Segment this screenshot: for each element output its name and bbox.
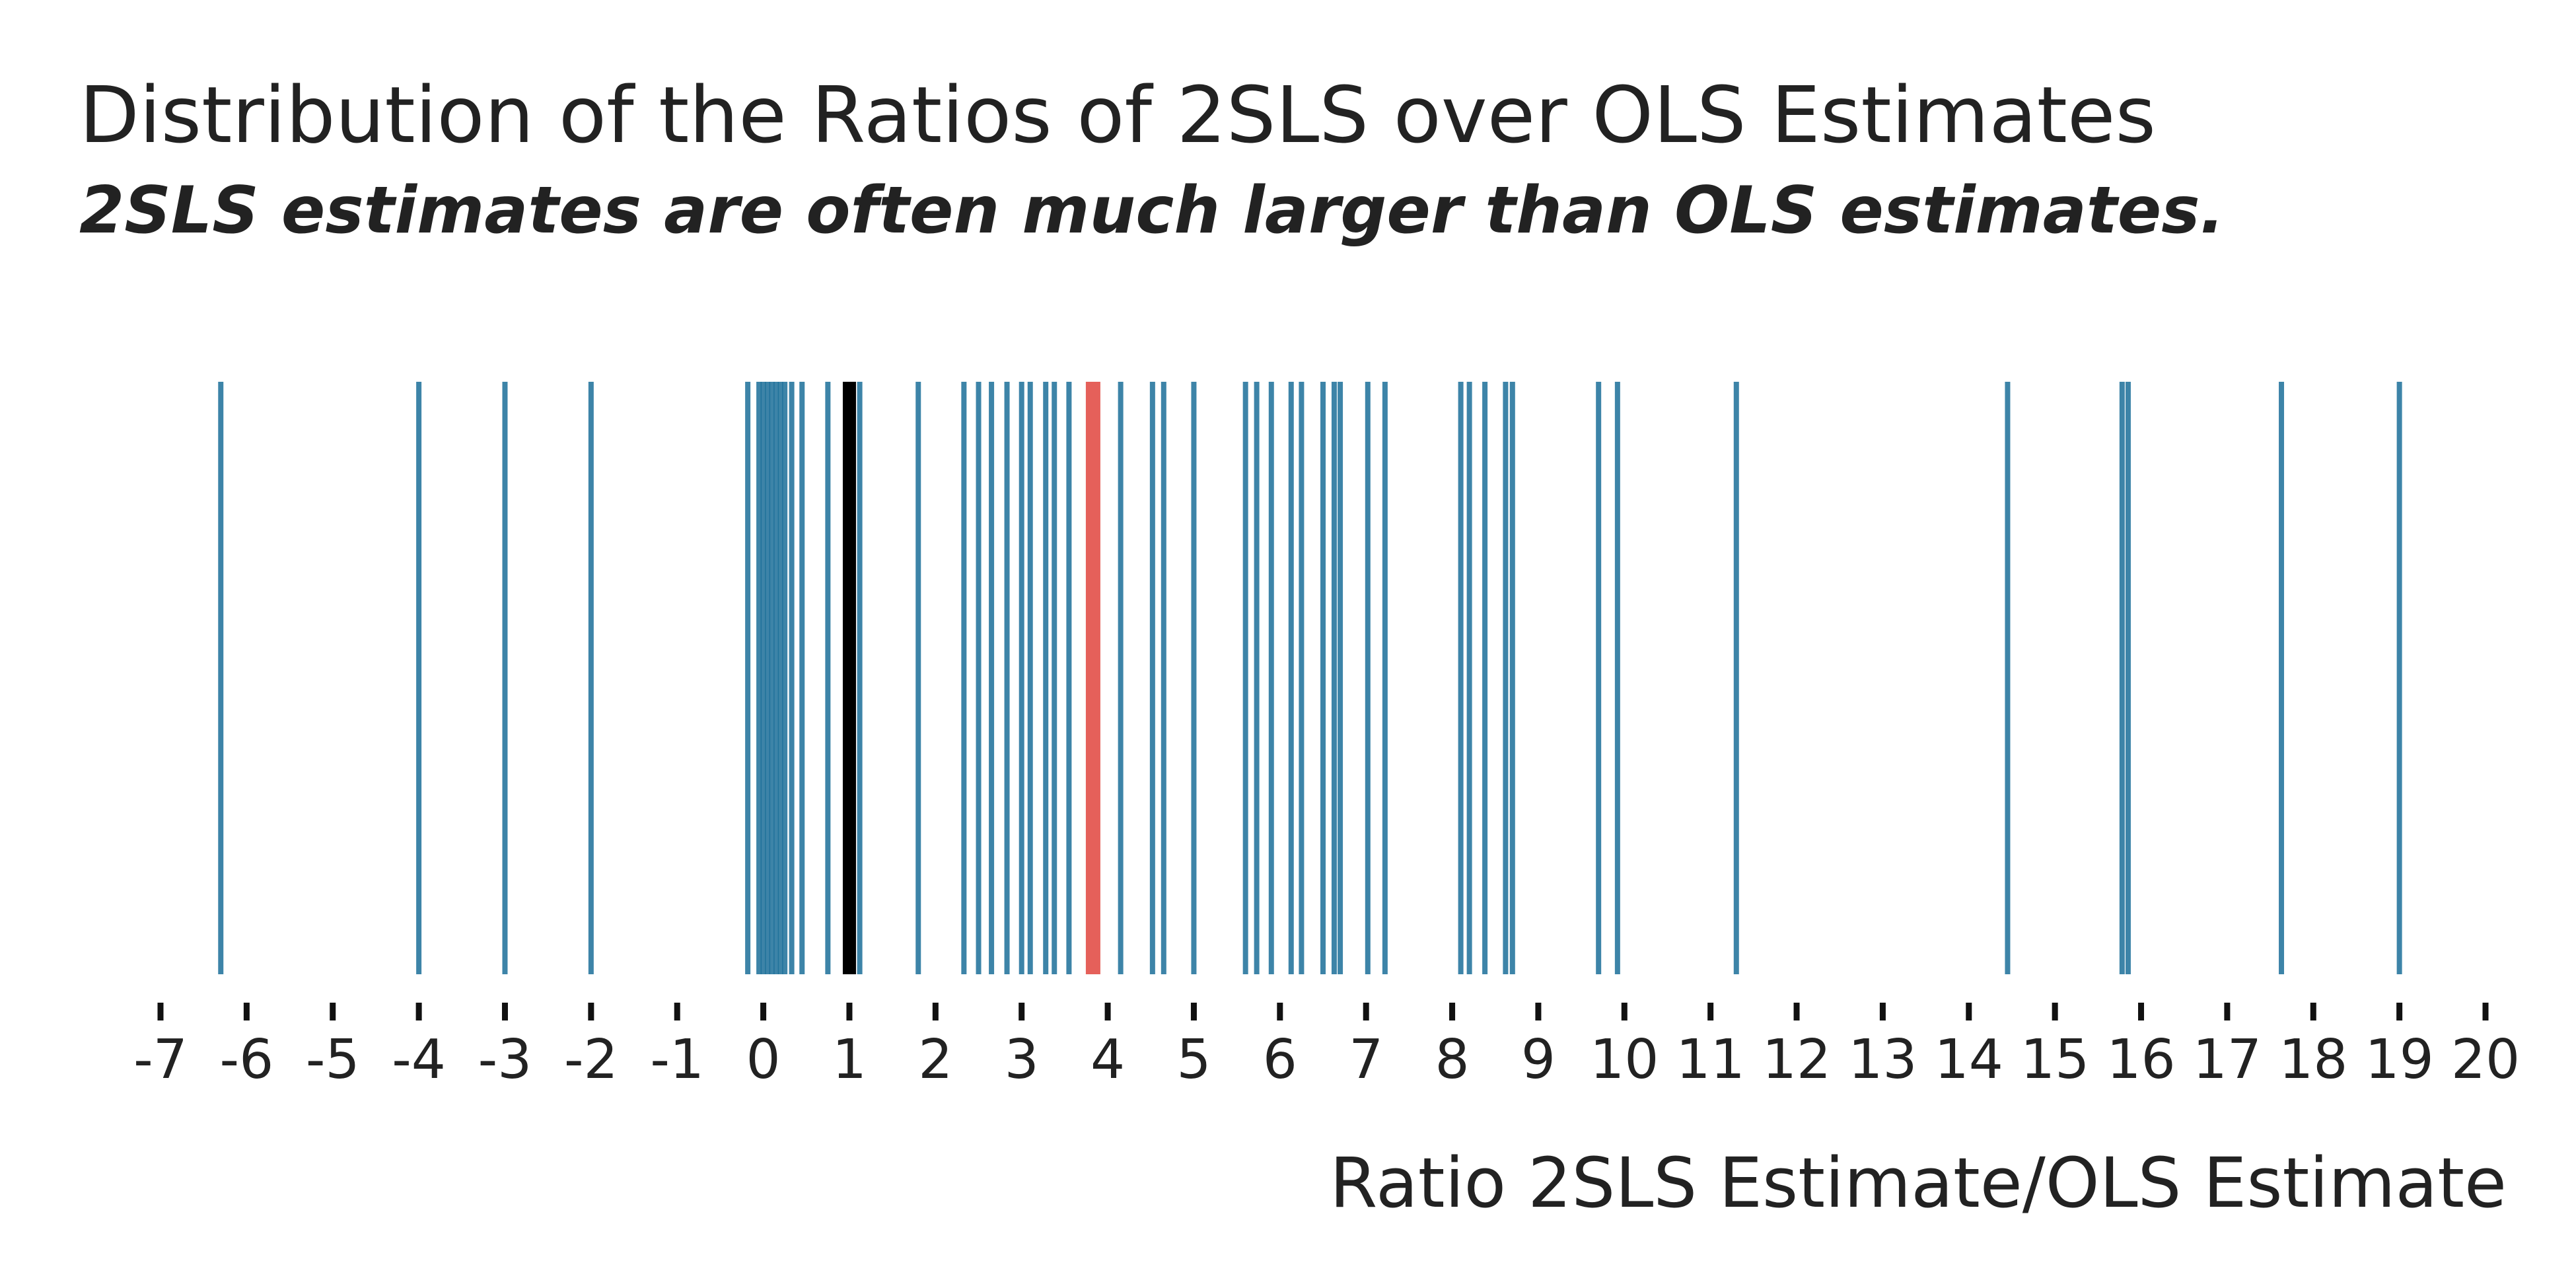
x-tick-label: 7	[1349, 1028, 1383, 1091]
rug-lines	[218, 382, 2402, 974]
x-tick-label: -5	[306, 1028, 360, 1091]
x-tick-label: 8	[1435, 1028, 1469, 1091]
x-tick-label: 11	[1676, 1028, 1744, 1091]
x-tick-label: -6	[219, 1028, 273, 1091]
x-tick-label: -2	[564, 1028, 618, 1091]
x-tick-label: 18	[2279, 1028, 2347, 1091]
x-tick-label: 16	[2106, 1028, 2175, 1091]
x-tick-label: 15	[2021, 1028, 2089, 1091]
x-tick-label: 13	[1848, 1028, 1917, 1091]
x-axis-label: Ratio 2SLS Estimate/OLS Estimate	[1330, 1143, 2507, 1223]
x-tick-label: 4	[1091, 1028, 1125, 1091]
x-tick-label: 0	[746, 1028, 781, 1091]
x-tick-label: -3	[478, 1028, 532, 1091]
x-tick-label: 10	[1590, 1028, 1659, 1091]
x-tick-label: 20	[2451, 1028, 2520, 1091]
x-tick-label: 19	[2365, 1028, 2433, 1091]
x-tick-label: -7	[133, 1028, 188, 1091]
x-tick-label: 17	[2193, 1028, 2262, 1091]
x-tick-label: 1	[832, 1028, 867, 1091]
x-tick-label: 14	[1935, 1028, 2003, 1091]
x-tick-label: 3	[1005, 1028, 1039, 1091]
x-tick-label: -1	[650, 1028, 704, 1091]
x-tick-label: 12	[1762, 1028, 1831, 1091]
x-tick-label: 9	[1521, 1028, 1556, 1091]
chart-subtitle: 2SLS estimates are often much larger tha…	[79, 173, 2225, 248]
x-tick-label: 6	[1263, 1028, 1297, 1091]
x-tick-label: 2	[918, 1028, 952, 1091]
x-tick-label: -4	[392, 1028, 446, 1091]
chart-title: Distribution of the Ratios of 2SLS over …	[79, 69, 2156, 161]
x-tick-label: 5	[1176, 1028, 1211, 1091]
x-axis: -7 -6 -5 -4 -3 -2 -1 0 1 2 3 4 5 6 7 8 9 10 11 12 13 14 15 16 17…	[133, 1003, 2520, 1091]
